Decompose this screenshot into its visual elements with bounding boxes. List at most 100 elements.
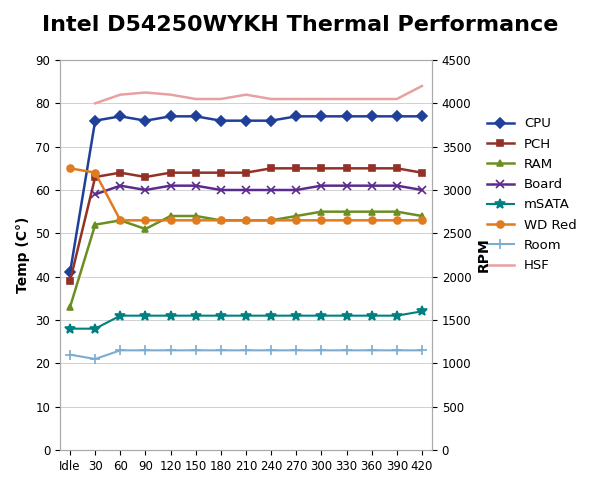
mSATA bbox=[142, 312, 149, 318]
WD Red bbox=[343, 218, 350, 224]
WD Red bbox=[67, 166, 74, 172]
WD Red bbox=[142, 218, 149, 224]
Line: PCH: PCH bbox=[67, 165, 425, 284]
Room bbox=[268, 348, 275, 354]
PCH bbox=[318, 166, 325, 172]
CPU bbox=[393, 114, 400, 119]
CPU bbox=[142, 118, 149, 124]
Room bbox=[242, 348, 250, 354]
RAM bbox=[217, 218, 224, 224]
Room bbox=[368, 348, 375, 354]
PCH bbox=[142, 174, 149, 180]
HSF bbox=[242, 92, 250, 98]
PCH bbox=[167, 170, 174, 175]
mSATA bbox=[217, 312, 224, 318]
CPU bbox=[67, 270, 74, 276]
HSF bbox=[368, 96, 375, 102]
WD Red bbox=[167, 218, 174, 224]
WD Red bbox=[117, 218, 124, 224]
Y-axis label: RPM: RPM bbox=[477, 238, 491, 272]
RAM bbox=[418, 213, 425, 219]
Board bbox=[92, 192, 99, 198]
CPU bbox=[92, 118, 99, 124]
HSF bbox=[217, 96, 224, 102]
PCH bbox=[393, 166, 400, 172]
mSATA bbox=[67, 326, 74, 332]
Board bbox=[217, 187, 224, 193]
HSF bbox=[418, 83, 425, 89]
WD Red bbox=[393, 218, 400, 224]
Line: WD Red: WD Red bbox=[67, 165, 425, 224]
WD Red bbox=[92, 170, 99, 175]
Room bbox=[293, 348, 300, 354]
Board bbox=[268, 187, 275, 193]
WD Red bbox=[192, 218, 199, 224]
CPU bbox=[242, 118, 250, 124]
mSATA bbox=[268, 312, 275, 318]
CPU bbox=[117, 114, 124, 119]
WD Red bbox=[242, 218, 250, 224]
PCH bbox=[293, 166, 300, 172]
Legend: CPU, PCH, RAM, Board, mSATA, WD Red, Room, HSF: CPU, PCH, RAM, Board, mSATA, WD Red, Roo… bbox=[483, 114, 581, 276]
RAM bbox=[293, 213, 300, 219]
Room bbox=[318, 348, 325, 354]
RAM bbox=[318, 208, 325, 214]
CPU bbox=[418, 114, 425, 119]
HSF bbox=[318, 96, 325, 102]
PCH bbox=[242, 170, 250, 175]
WD Red bbox=[268, 218, 275, 224]
WD Red bbox=[368, 218, 375, 224]
Room bbox=[117, 348, 124, 354]
Board bbox=[192, 182, 199, 188]
HSF bbox=[92, 100, 99, 106]
PCH bbox=[67, 278, 74, 284]
CPU bbox=[217, 118, 224, 124]
PCH bbox=[92, 174, 99, 180]
RAM bbox=[393, 208, 400, 214]
Board bbox=[418, 187, 425, 193]
Board bbox=[318, 182, 325, 188]
Room bbox=[67, 352, 74, 358]
mSATA bbox=[117, 312, 124, 318]
RAM bbox=[167, 213, 174, 219]
WD Red bbox=[418, 218, 425, 224]
Y-axis label: Temp (C°): Temp (C°) bbox=[16, 217, 30, 293]
CPU bbox=[368, 114, 375, 119]
Room bbox=[167, 348, 174, 354]
CPU bbox=[293, 114, 300, 119]
CPU bbox=[167, 114, 174, 119]
RAM bbox=[67, 304, 74, 310]
Line: CPU: CPU bbox=[67, 113, 425, 276]
CPU bbox=[343, 114, 350, 119]
Room bbox=[418, 348, 425, 354]
HSF bbox=[393, 96, 400, 102]
HSF bbox=[268, 96, 275, 102]
mSATA bbox=[318, 312, 325, 318]
Board bbox=[368, 182, 375, 188]
PCH bbox=[117, 170, 124, 175]
RAM bbox=[368, 208, 375, 214]
HSF bbox=[293, 96, 300, 102]
Room bbox=[92, 356, 99, 362]
mSATA bbox=[293, 312, 300, 318]
Board bbox=[343, 182, 350, 188]
Board bbox=[242, 187, 250, 193]
RAM bbox=[268, 218, 275, 224]
RAM bbox=[142, 226, 149, 232]
HSF bbox=[343, 96, 350, 102]
PCH bbox=[418, 170, 425, 175]
WD Red bbox=[217, 218, 224, 224]
RAM bbox=[192, 213, 199, 219]
mSATA bbox=[192, 312, 199, 318]
HSF bbox=[167, 92, 174, 98]
Board bbox=[142, 187, 149, 193]
Board bbox=[167, 182, 174, 188]
mSATA bbox=[343, 312, 350, 318]
Room bbox=[393, 348, 400, 354]
Room bbox=[192, 348, 199, 354]
Line: HSF: HSF bbox=[95, 86, 422, 104]
mSATA bbox=[368, 312, 375, 318]
Room bbox=[217, 348, 224, 354]
RAM bbox=[343, 208, 350, 214]
CPU bbox=[268, 118, 275, 124]
